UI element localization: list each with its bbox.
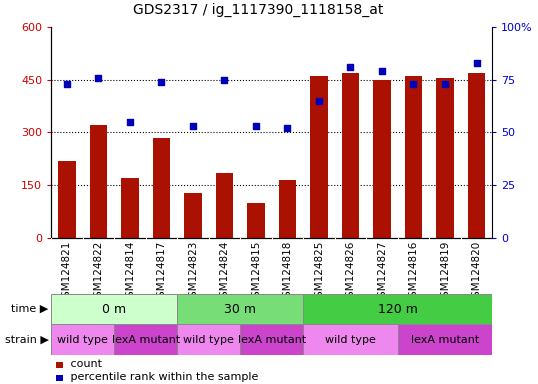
Text: strain ▶: strain ▶ bbox=[4, 335, 48, 345]
Point bbox=[283, 125, 292, 131]
Bar bbox=[279, 180, 296, 238]
Text: GSM124822: GSM124822 bbox=[94, 241, 103, 304]
Bar bbox=[184, 193, 202, 238]
Bar bbox=[310, 76, 328, 238]
Text: lexA mutant: lexA mutant bbox=[411, 335, 479, 345]
Bar bbox=[373, 80, 391, 238]
Bar bbox=[405, 76, 422, 238]
Text: GSM124817: GSM124817 bbox=[157, 241, 166, 304]
Bar bbox=[153, 138, 170, 238]
Text: percentile rank within the sample: percentile rank within the sample bbox=[67, 372, 259, 382]
Text: GSM124818: GSM124818 bbox=[282, 241, 293, 304]
Bar bbox=[51, 324, 114, 355]
Bar bbox=[342, 73, 359, 238]
Point bbox=[315, 98, 323, 104]
Bar bbox=[398, 324, 492, 355]
Text: GSM124819: GSM124819 bbox=[440, 241, 450, 304]
Text: GDS2317 / ig_1117390_1118158_at: GDS2317 / ig_1117390_1118158_at bbox=[133, 3, 384, 17]
Bar bbox=[177, 324, 240, 355]
Bar bbox=[216, 173, 233, 238]
Text: GSM124814: GSM124814 bbox=[125, 241, 135, 304]
Point bbox=[94, 74, 103, 81]
Point bbox=[252, 123, 260, 129]
Text: GSM124820: GSM124820 bbox=[471, 241, 482, 304]
Bar bbox=[90, 126, 107, 238]
Text: GSM124826: GSM124826 bbox=[345, 241, 356, 304]
Text: 120 m: 120 m bbox=[378, 303, 417, 316]
Text: lexA mutant: lexA mutant bbox=[238, 335, 306, 345]
Point bbox=[189, 123, 197, 129]
Text: wild type: wild type bbox=[325, 335, 376, 345]
Bar bbox=[247, 203, 265, 238]
Bar bbox=[121, 178, 139, 238]
Text: 0 m: 0 m bbox=[102, 303, 126, 316]
Text: GSM124821: GSM124821 bbox=[62, 241, 72, 304]
Point bbox=[62, 81, 71, 87]
Text: GSM124824: GSM124824 bbox=[220, 241, 229, 304]
Text: GSM124827: GSM124827 bbox=[377, 241, 387, 304]
Point bbox=[441, 81, 449, 87]
Text: time ▶: time ▶ bbox=[11, 304, 48, 314]
Point bbox=[125, 119, 134, 125]
Text: 30 m: 30 m bbox=[224, 303, 256, 316]
Bar bbox=[303, 294, 492, 324]
Bar bbox=[58, 161, 75, 238]
Bar bbox=[468, 73, 485, 238]
Point bbox=[378, 68, 386, 74]
Point bbox=[157, 79, 166, 85]
Point bbox=[409, 81, 418, 87]
Text: GSM124816: GSM124816 bbox=[408, 241, 419, 304]
Text: count: count bbox=[67, 359, 102, 369]
Bar bbox=[51, 294, 177, 324]
Text: GSM124823: GSM124823 bbox=[188, 241, 198, 304]
Text: wild type: wild type bbox=[57, 335, 108, 345]
Bar bbox=[114, 324, 177, 355]
Text: lexA mutant: lexA mutant bbox=[111, 335, 180, 345]
Bar bbox=[177, 294, 303, 324]
Point bbox=[472, 60, 481, 66]
Bar bbox=[436, 78, 454, 238]
Text: wild type: wild type bbox=[183, 335, 234, 345]
Bar bbox=[240, 324, 303, 355]
Point bbox=[220, 77, 229, 83]
Bar bbox=[303, 324, 398, 355]
Text: GSM124815: GSM124815 bbox=[251, 241, 261, 304]
Point bbox=[346, 64, 355, 70]
Text: GSM124825: GSM124825 bbox=[314, 241, 324, 304]
